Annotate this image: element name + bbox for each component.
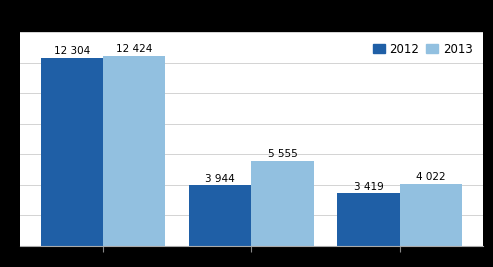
Text: 4 022: 4 022 <box>416 172 446 182</box>
Bar <box>338 194 400 246</box>
Bar <box>41 58 103 246</box>
Text: 12 424: 12 424 <box>116 44 152 54</box>
Bar <box>400 184 462 246</box>
Bar <box>103 56 165 246</box>
Legend: 2012, 2013: 2012, 2013 <box>368 38 477 60</box>
Bar <box>189 186 251 246</box>
Text: 3 419: 3 419 <box>354 182 384 192</box>
Bar <box>251 161 314 246</box>
Text: 12 304: 12 304 <box>54 46 90 56</box>
Text: 5 555: 5 555 <box>268 149 297 159</box>
Text: 3 944: 3 944 <box>206 174 235 184</box>
